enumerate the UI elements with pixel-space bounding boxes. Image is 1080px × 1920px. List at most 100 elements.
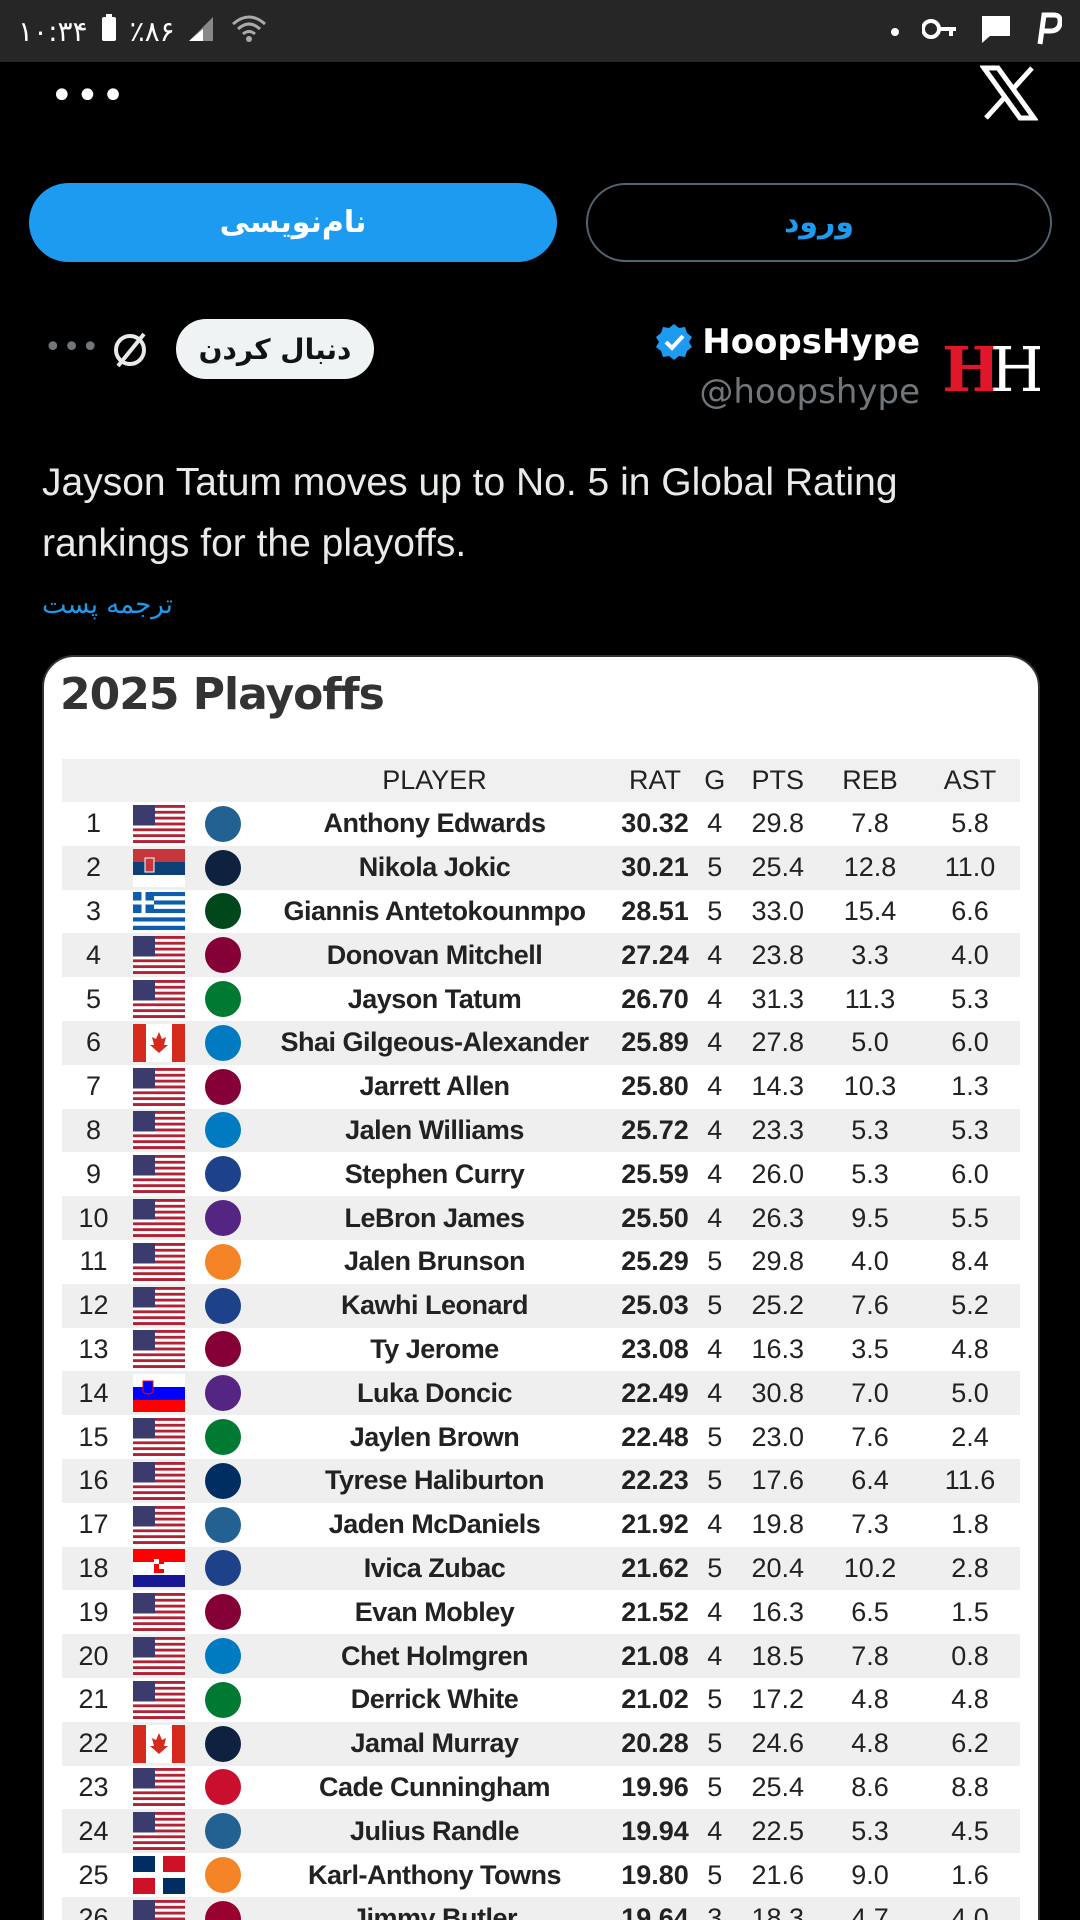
- table-row: 13 Ty Jerome 23.08 4 16.3 3.5 4.8: [62, 1328, 1020, 1372]
- rebounds-cell: 3.3: [820, 933, 920, 978]
- signup-button[interactable]: نام‌نویسی: [29, 183, 557, 262]
- author-handle[interactable]: @hoopshype: [699, 372, 920, 412]
- image-title: 2025 Playoffs: [60, 669, 385, 720]
- flag-us-icon: [132, 1199, 185, 1238]
- table-row: 18 Ivica Zubac 21.62 5 20.4 10.2 2.8: [62, 1546, 1020, 1591]
- assists-cell: 6.2: [920, 1721, 1020, 1766]
- player-name-cell: Shai Gilgeous-Alexander: [253, 1020, 616, 1065]
- rebounds-cell: 9.5: [820, 1196, 920, 1240]
- assists-cell: 11.0: [920, 845, 1020, 890]
- table-row: 11 Jalen Brunson 25.29 5 29.8 4.0 8.4: [62, 1240, 1020, 1284]
- table-row: 14 Luka Doncic 22.49 4 30.8 7.0 5.0: [62, 1371, 1020, 1416]
- flag-cell: [124, 1458, 193, 1503]
- table-row: 9 Stephen Curry 25.59 4 26.0 5.3 6.0: [62, 1152, 1020, 1196]
- team-logo-cle-icon: [204, 1068, 241, 1105]
- column-header-pts: PTS: [735, 759, 821, 802]
- verified-badge-icon: [656, 324, 693, 360]
- points-cell: 29.8: [751, 808, 804, 839]
- table-row: 24 Julius Randle 19.94 4 22.5 5.3 4.5: [62, 1809, 1020, 1854]
- flag-cell: [124, 1196, 193, 1240]
- rebounds-cell: 10.2: [820, 1546, 920, 1591]
- rating-cell: 21.52: [621, 1596, 689, 1627]
- translate-post-link[interactable]: ترجمه پست: [42, 590, 173, 620]
- points-cell: 19.8: [751, 1509, 804, 1540]
- flag-cell: [125, 1590, 192, 1634]
- flag-us-icon: [132, 1418, 185, 1457]
- flag-rs-icon: [132, 848, 185, 887]
- rebounds-cell: 4.0: [851, 1246, 889, 1277]
- rating-cell: 20.28: [615, 1721, 695, 1766]
- column-header-g: G: [694, 759, 736, 802]
- games-cell: 4: [694, 933, 736, 978]
- follow-button[interactable]: دنبال کردن: [176, 319, 374, 379]
- games-cell: 5: [707, 1684, 723, 1715]
- rebounds-cell: 5.3: [820, 1809, 920, 1854]
- points-cell: 25.4: [751, 1771, 804, 1802]
- post-more-icon[interactable]: •••: [44, 330, 101, 365]
- author-name[interactable]: HoopsHype: [702, 322, 920, 362]
- games-cell: 5: [707, 1859, 723, 1890]
- points-cell: 23.3: [735, 1108, 821, 1153]
- games-cell: 5: [707, 1421, 723, 1452]
- games-cell: 4: [694, 1634, 736, 1678]
- flag-cell: [125, 1678, 192, 1722]
- rank-cell: 9: [85, 1158, 101, 1189]
- rebounds-cell: 4.8: [820, 1721, 920, 1766]
- team-logo-cell: [192, 1678, 253, 1722]
- team-logo-min-icon: [204, 805, 241, 842]
- rebounds-cell: 7.6: [820, 1283, 920, 1328]
- assists-cell: 0.8: [920, 1634, 1020, 1678]
- team-logo-lal-icon: [204, 1200, 241, 1237]
- rank-cell: 14: [62, 1371, 125, 1416]
- battery-percent: ٪۸۶: [129, 14, 175, 48]
- rating-cell: 22.23: [615, 1458, 695, 1503]
- team-logo-cell: [192, 1896, 254, 1920]
- rebounds-cell: 4.7: [820, 1896, 920, 1920]
- team-logo-cell: [192, 802, 253, 846]
- player-name-cell: Derrick White: [350, 1684, 519, 1715]
- team-logo-cle-icon: [204, 1331, 241, 1368]
- x-logo-icon[interactable]: [980, 64, 1038, 122]
- more-options-icon[interactable]: •••: [50, 73, 127, 119]
- rating-cell: 25.29: [621, 1246, 689, 1277]
- flag-us-icon: [132, 980, 185, 1019]
- hoopshype-logo-icon: H H: [942, 339, 1040, 399]
- assists-cell: 5.3: [920, 1108, 1020, 1153]
- team-logo-cell: [192, 1371, 254, 1416]
- rating-cell: 21.08: [615, 1634, 695, 1678]
- player-name-cell: Jimmy Butler: [253, 1896, 616, 1920]
- svg-text:H: H: [990, 339, 1040, 399]
- team-logo-bos-icon: [204, 1419, 241, 1456]
- assists-cell: 8.4: [951, 1246, 989, 1277]
- author-name-row[interactable]: HoopsHype: [654, 322, 920, 362]
- team-logo-cell: [192, 1721, 254, 1766]
- flag-gr-icon: [132, 892, 185, 931]
- flag-cell: [125, 890, 192, 934]
- assists-cell: 1.3: [951, 1071, 989, 1102]
- points-cell: 16.3: [751, 1596, 804, 1627]
- games-cell: 4: [707, 1333, 723, 1364]
- games-cell: 4: [694, 1371, 736, 1416]
- team-logo-cell: [192, 1458, 254, 1503]
- rating-cell: 25.72: [615, 1108, 695, 1153]
- avatar[interactable]: H H: [942, 334, 1040, 404]
- rating-cell: 23.08: [621, 1333, 689, 1364]
- player-name-cell: Tyrese Haliburton: [253, 1458, 616, 1503]
- assists-cell: 4.0: [920, 1896, 1020, 1920]
- rank-cell: 16: [62, 1458, 125, 1503]
- rebounds-cell: 7.3: [851, 1509, 889, 1540]
- team-logo-cell: [192, 1108, 254, 1153]
- column-header-ast: AST: [920, 759, 1020, 802]
- rating-cell: 19.96: [621, 1771, 689, 1802]
- grok-icon[interactable]: [110, 330, 150, 370]
- team-logo-cell: [192, 1283, 254, 1328]
- post-image[interactable]: 2025 Playoffs PLAYER RAT G PTS REB AST 1 Antho…: [42, 655, 1040, 1920]
- rank-cell: 19: [78, 1596, 109, 1627]
- team-logo-cell: [192, 1634, 254, 1678]
- table-row: 6 Shai Gilgeous-Alexander 25.89 4 27.8 5.0 6.0: [62, 1020, 1020, 1065]
- rebounds-cell: 7.0: [820, 1371, 920, 1416]
- table-row: 16 Tyrese Haliburton 22.23 5 17.6 6.4 11.6: [62, 1458, 1020, 1503]
- team-logo-min-icon: [204, 1506, 241, 1543]
- login-button[interactable]: ورود: [586, 183, 1052, 262]
- flag-us-icon: [132, 1768, 185, 1807]
